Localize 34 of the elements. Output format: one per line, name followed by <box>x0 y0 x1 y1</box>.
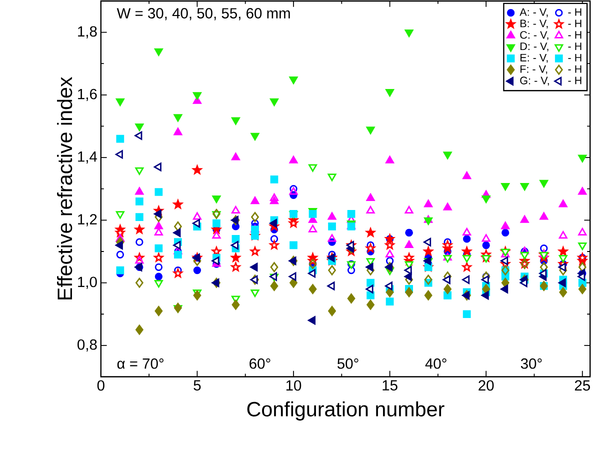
x-tick-label: 20 <box>478 380 494 391</box>
y-tick-label: 0,8 <box>78 340 97 352</box>
x-tick-label: 10 <box>286 380 302 391</box>
annotation: 50° <box>337 358 358 369</box>
y-tick-label: 1,0 <box>78 276 97 290</box>
legend-label: B: - V, <box>520 20 548 29</box>
y-tick-label: 1,8 <box>78 26 97 39</box>
x-tick-label: 25 <box>574 380 590 391</box>
x-tick-label: 5 <box>194 380 201 391</box>
x-tick-label: 0 <box>97 380 104 391</box>
legend-label: G: - V, <box>520 76 549 86</box>
legend-label: - H <box>568 42 582 50</box>
y-tick-label: 1,2 <box>78 214 97 226</box>
annotation: W = 30, 40, 50, 55, 60 mm <box>116 8 290 20</box>
annotation: 60° <box>250 358 270 369</box>
y-tick-label: 1,4 <box>78 152 98 164</box>
legend-label: A: - V, <box>520 8 548 18</box>
legend-label: E: - V, <box>520 54 548 63</box>
annotation: 30° <box>520 358 542 369</box>
y-tick-label: 1,6 <box>78 89 97 102</box>
legend-label: - H <box>568 54 582 62</box>
legend-label: C: - V, <box>520 31 548 40</box>
y-axis-title: Effective refractive index <box>57 77 72 300</box>
legend-label: - H <box>568 20 582 28</box>
annotation: 40° <box>425 358 446 369</box>
x-axis-title: Configuration number <box>247 402 444 421</box>
legend-label: - H <box>568 66 582 73</box>
legend-label: D: - V, <box>520 42 548 52</box>
legend-label: - H <box>568 8 582 16</box>
annotation: α = 70° <box>117 358 164 369</box>
legend-label: - H <box>568 31 582 39</box>
legend-label: - H <box>568 76 582 84</box>
x-tick-label: 15 <box>382 380 398 391</box>
legend-label: F: - V, <box>520 66 548 74</box>
